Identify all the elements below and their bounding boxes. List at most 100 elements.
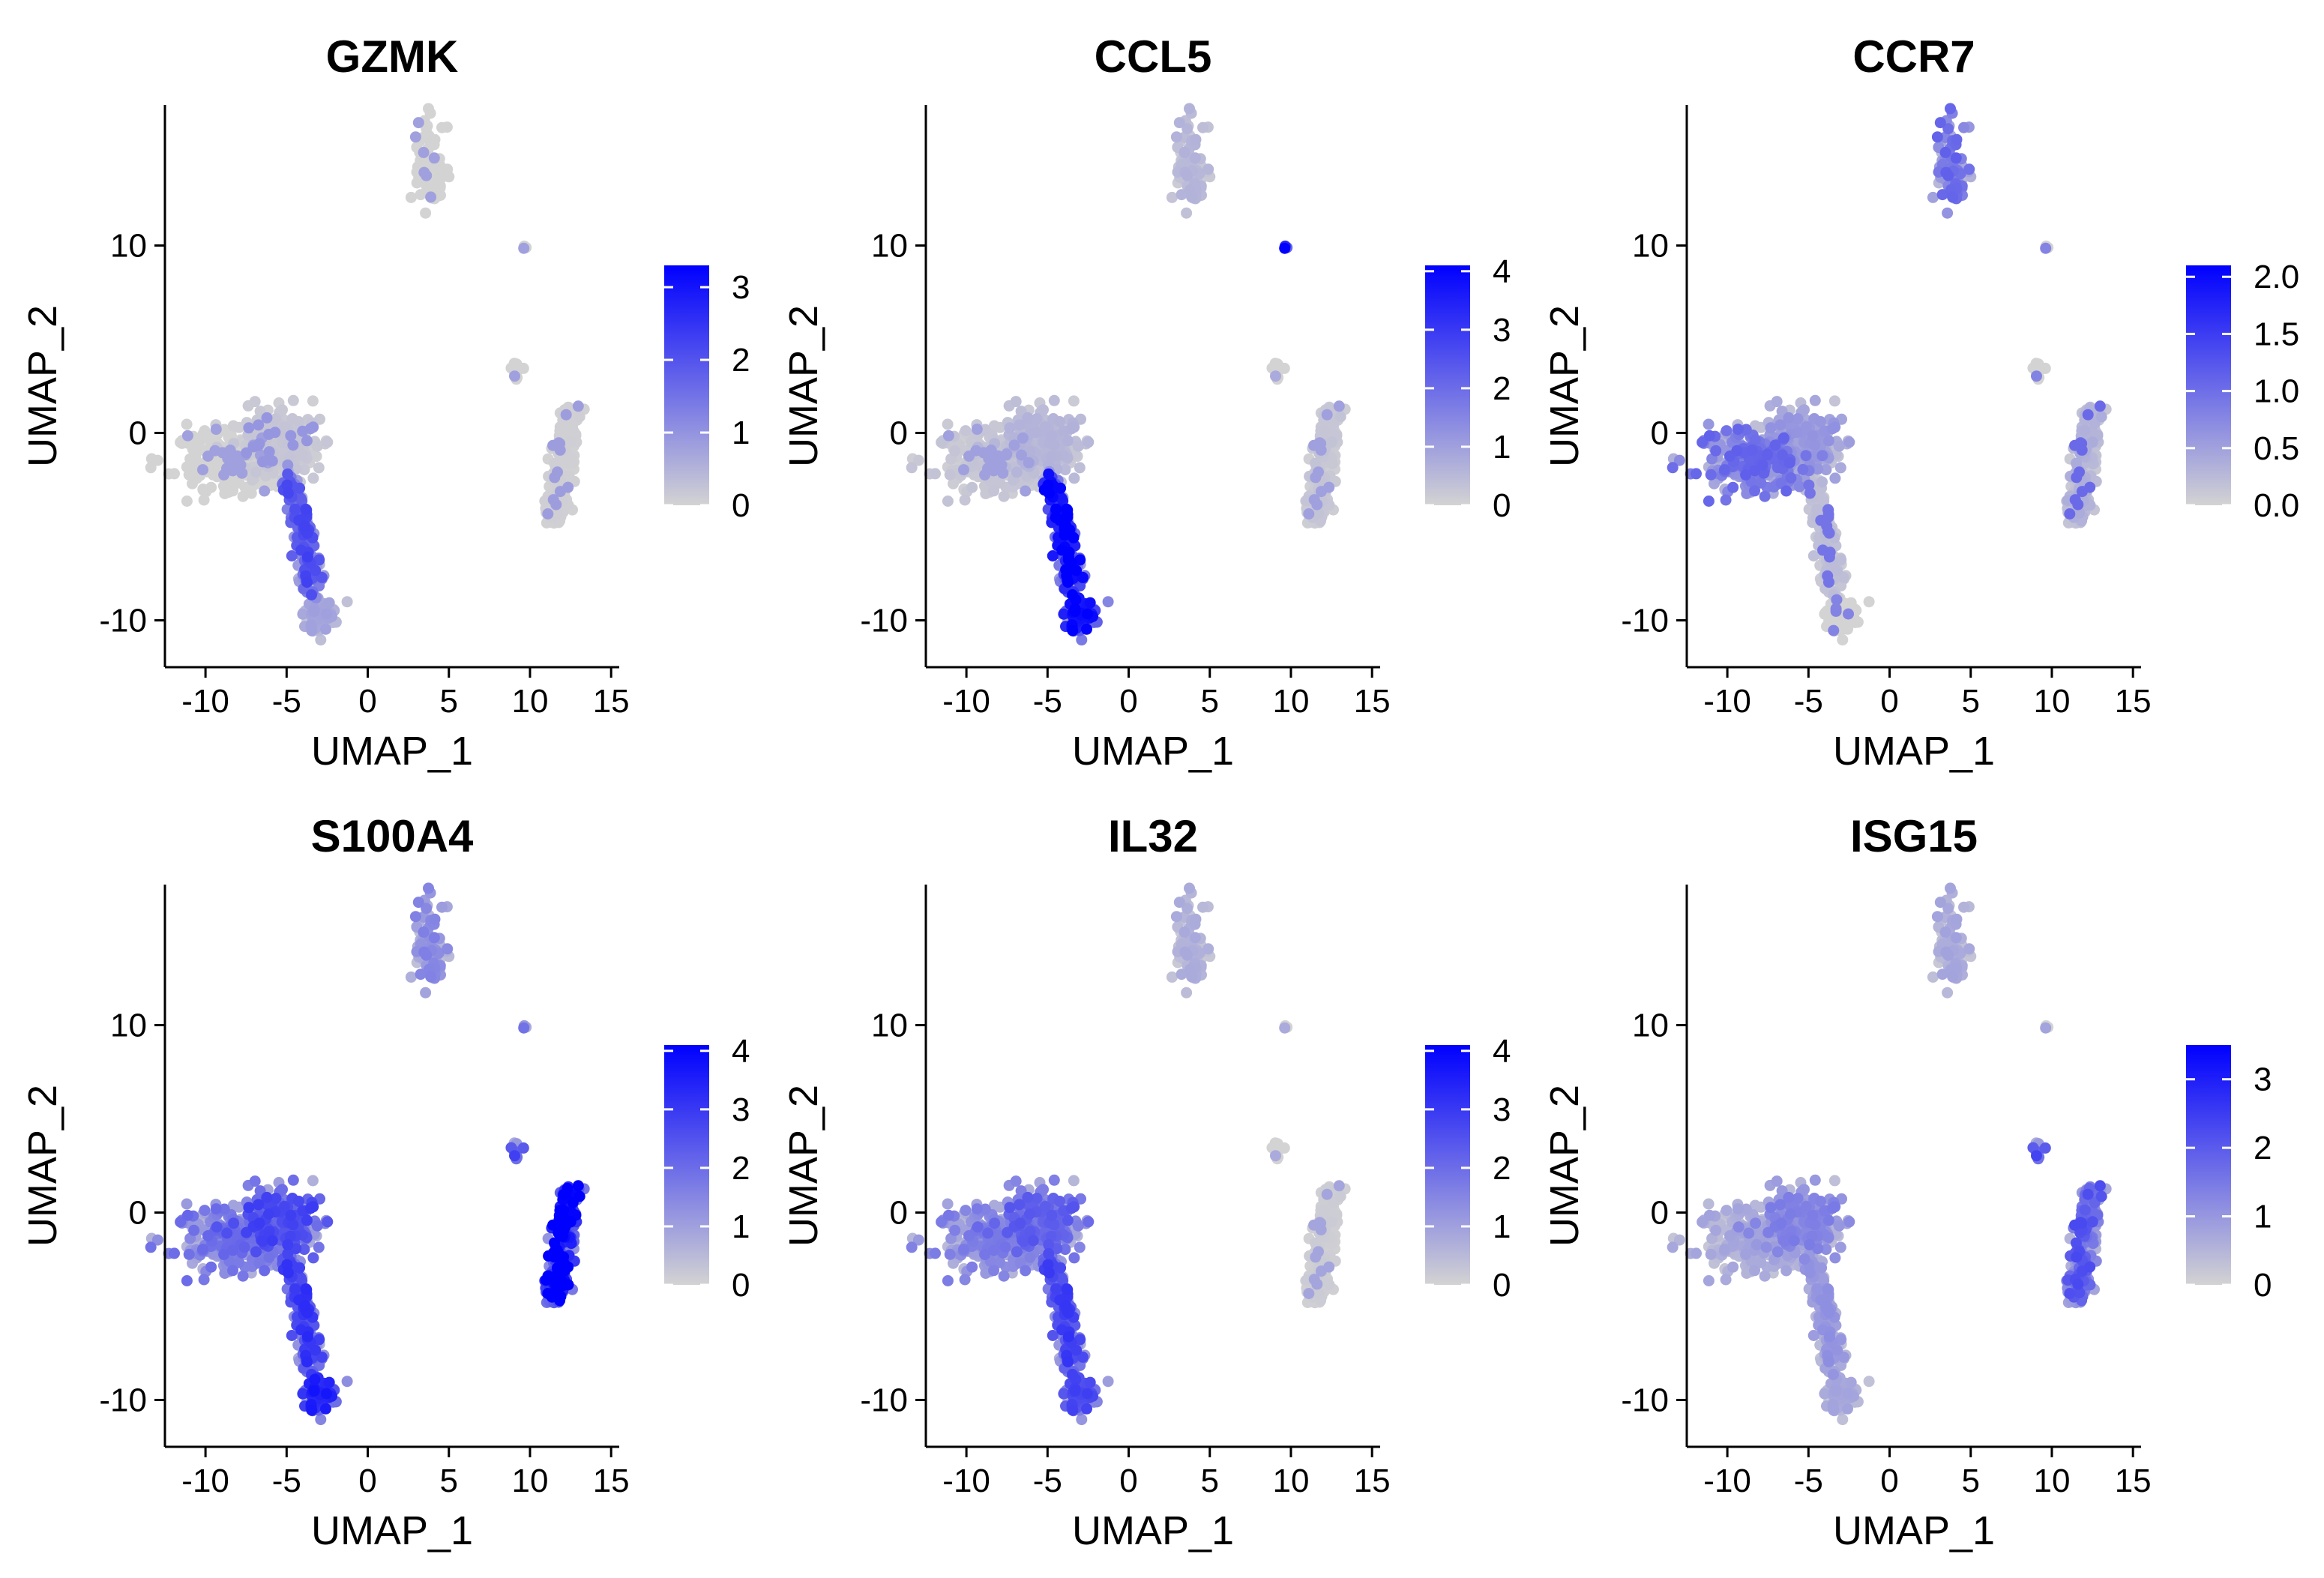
x-tick-label: 15 xyxy=(593,683,630,720)
cell-point xyxy=(2072,499,2083,511)
cell-point xyxy=(322,1216,333,1227)
cell-point xyxy=(1945,103,1956,114)
y-axis-title: UMAP_2 xyxy=(20,1085,65,1247)
cell-point xyxy=(562,482,574,493)
cell-point xyxy=(285,1210,296,1221)
cell-point xyxy=(1774,419,1786,430)
cell-point xyxy=(1068,421,1080,433)
cell-point xyxy=(313,1241,325,1253)
cell-point xyxy=(406,972,417,983)
cell-point xyxy=(562,1183,574,1194)
cell-point xyxy=(307,1175,319,1186)
cell-point xyxy=(573,400,584,412)
cell-point xyxy=(181,496,193,507)
cell-point xyxy=(307,395,319,406)
cell-point xyxy=(418,147,430,158)
cell-point xyxy=(1765,422,1776,433)
cell-point xyxy=(1335,412,1346,423)
cell-point xyxy=(1326,436,1337,448)
cell-point xyxy=(1778,433,1789,444)
cell-point xyxy=(1809,439,1820,451)
cell-point xyxy=(509,370,520,382)
cell-point xyxy=(312,441,323,452)
cell-point xyxy=(288,395,299,406)
cell-point xyxy=(250,466,262,478)
cell-point xyxy=(554,438,565,449)
cell-point xyxy=(263,453,274,464)
y-tick-label: 0 xyxy=(129,1195,147,1232)
cell-point xyxy=(943,430,954,442)
cell-point xyxy=(169,468,180,479)
cell-point xyxy=(197,464,208,475)
cell-point xyxy=(241,448,252,459)
cell-point xyxy=(309,606,320,617)
cell-point xyxy=(1270,370,1281,382)
cell-point xyxy=(906,462,918,473)
cell-point xyxy=(1940,147,1951,158)
cell-point xyxy=(1942,208,1953,219)
colorbar-tick-label: 2 xyxy=(1493,370,1511,407)
cell-point xyxy=(1749,485,1760,496)
cell-point xyxy=(1822,526,1834,537)
cell-point xyxy=(418,927,430,938)
cell-point xyxy=(1014,419,1025,430)
cell-point xyxy=(430,914,441,925)
cell-point xyxy=(1951,134,1963,145)
cell-point xyxy=(986,445,997,456)
colorbar-gradient xyxy=(664,1045,709,1285)
cell-point xyxy=(1020,486,1031,497)
x-tick-label: -10 xyxy=(1703,683,1751,720)
cell-point xyxy=(1311,499,1322,511)
cell-point xyxy=(1804,487,1816,499)
cell-point xyxy=(425,971,436,982)
cell-point xyxy=(293,416,304,427)
cell-point xyxy=(551,1289,562,1300)
cell-point xyxy=(999,491,1010,502)
cell-point xyxy=(301,1283,312,1295)
cell-point xyxy=(250,1175,261,1187)
y-tick-label: -10 xyxy=(99,1382,147,1419)
cell-point xyxy=(1017,433,1029,444)
cell-point xyxy=(306,589,317,600)
x-tick-label: 5 xyxy=(440,1463,458,1499)
cell-point xyxy=(561,409,572,421)
cell-point xyxy=(235,460,247,471)
x-axis-title: UMAP_1 xyxy=(311,729,473,774)
cell-point xyxy=(197,1244,208,1255)
colorbar: 0.00.51.01.52.0 xyxy=(2186,259,2299,524)
cell-point xyxy=(1823,576,1834,588)
cell-point xyxy=(1829,421,1840,433)
cell-point xyxy=(568,1197,579,1208)
colorbar-tick-label: 1 xyxy=(732,1208,750,1245)
cell-point xyxy=(1807,430,1818,442)
cell-points xyxy=(145,882,590,1425)
colorbar-tick-label: 3 xyxy=(1493,312,1511,349)
colorbar-gradient xyxy=(1425,265,1470,505)
cell-point xyxy=(246,488,257,499)
cell-point xyxy=(239,1241,250,1253)
cell-point xyxy=(202,451,214,462)
x-tick-label: 5 xyxy=(1962,683,1980,720)
cell-point xyxy=(184,454,196,465)
cell-point xyxy=(1963,163,1975,175)
y-tick-label: 0 xyxy=(129,415,147,452)
cell-point xyxy=(307,472,319,484)
colorbar-tick-label: 1.0 xyxy=(2254,373,2299,410)
cell-point xyxy=(1747,445,1758,456)
cell-point xyxy=(418,167,430,178)
cell-point xyxy=(1067,589,1078,600)
cell-point xyxy=(1049,395,1060,406)
cell-point xyxy=(1935,117,1946,128)
cell-point xyxy=(966,482,978,493)
cell-point xyxy=(410,911,421,922)
cell-point xyxy=(2083,409,2094,421)
cell-point xyxy=(285,430,296,442)
cell-point xyxy=(184,1249,195,1260)
cell-point xyxy=(218,481,229,492)
cell-point xyxy=(1082,609,1093,620)
cell-point xyxy=(518,243,529,254)
cell-point xyxy=(250,1246,262,1257)
